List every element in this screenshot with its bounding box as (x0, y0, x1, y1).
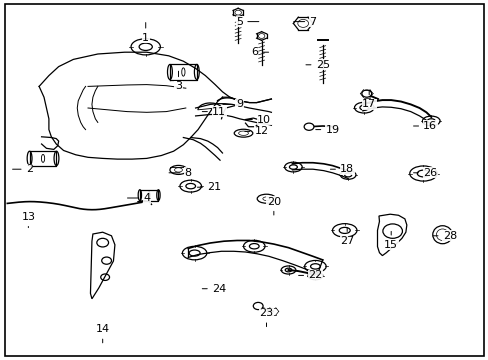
Text: 22: 22 (298, 270, 322, 280)
Text: 23: 23 (259, 308, 273, 327)
Circle shape (361, 90, 371, 97)
Text: 28: 28 (432, 231, 456, 241)
Text: 1: 1 (142, 23, 149, 43)
Text: 2: 2 (13, 164, 33, 174)
Text: 20: 20 (266, 197, 280, 215)
Text: 12: 12 (244, 126, 268, 136)
Text: 21: 21 (197, 182, 221, 192)
Text: 15: 15 (384, 231, 397, 250)
Text: 6: 6 (250, 47, 268, 57)
Text: 19: 19 (315, 125, 339, 135)
Text: 16: 16 (413, 121, 436, 131)
Text: 5: 5 (236, 17, 258, 27)
Circle shape (304, 123, 313, 130)
Text: 25: 25 (305, 60, 329, 70)
Text: 3: 3 (175, 71, 182, 91)
Text: 24: 24 (202, 284, 226, 294)
Polygon shape (377, 214, 406, 256)
Text: 10: 10 (244, 114, 270, 125)
Text: 11: 11 (202, 107, 225, 117)
Text: 17: 17 (362, 91, 375, 109)
Text: 27: 27 (339, 228, 354, 246)
Text: 4: 4 (127, 193, 150, 203)
Circle shape (253, 302, 263, 310)
Text: 18: 18 (330, 164, 353, 174)
Text: 9: 9 (223, 99, 243, 109)
Polygon shape (90, 232, 115, 299)
Text: 7: 7 (293, 17, 316, 27)
Text: 26: 26 (413, 168, 436, 178)
Text: 14: 14 (96, 324, 109, 343)
Text: 13: 13 (21, 212, 35, 228)
Text: 8: 8 (169, 168, 191, 178)
